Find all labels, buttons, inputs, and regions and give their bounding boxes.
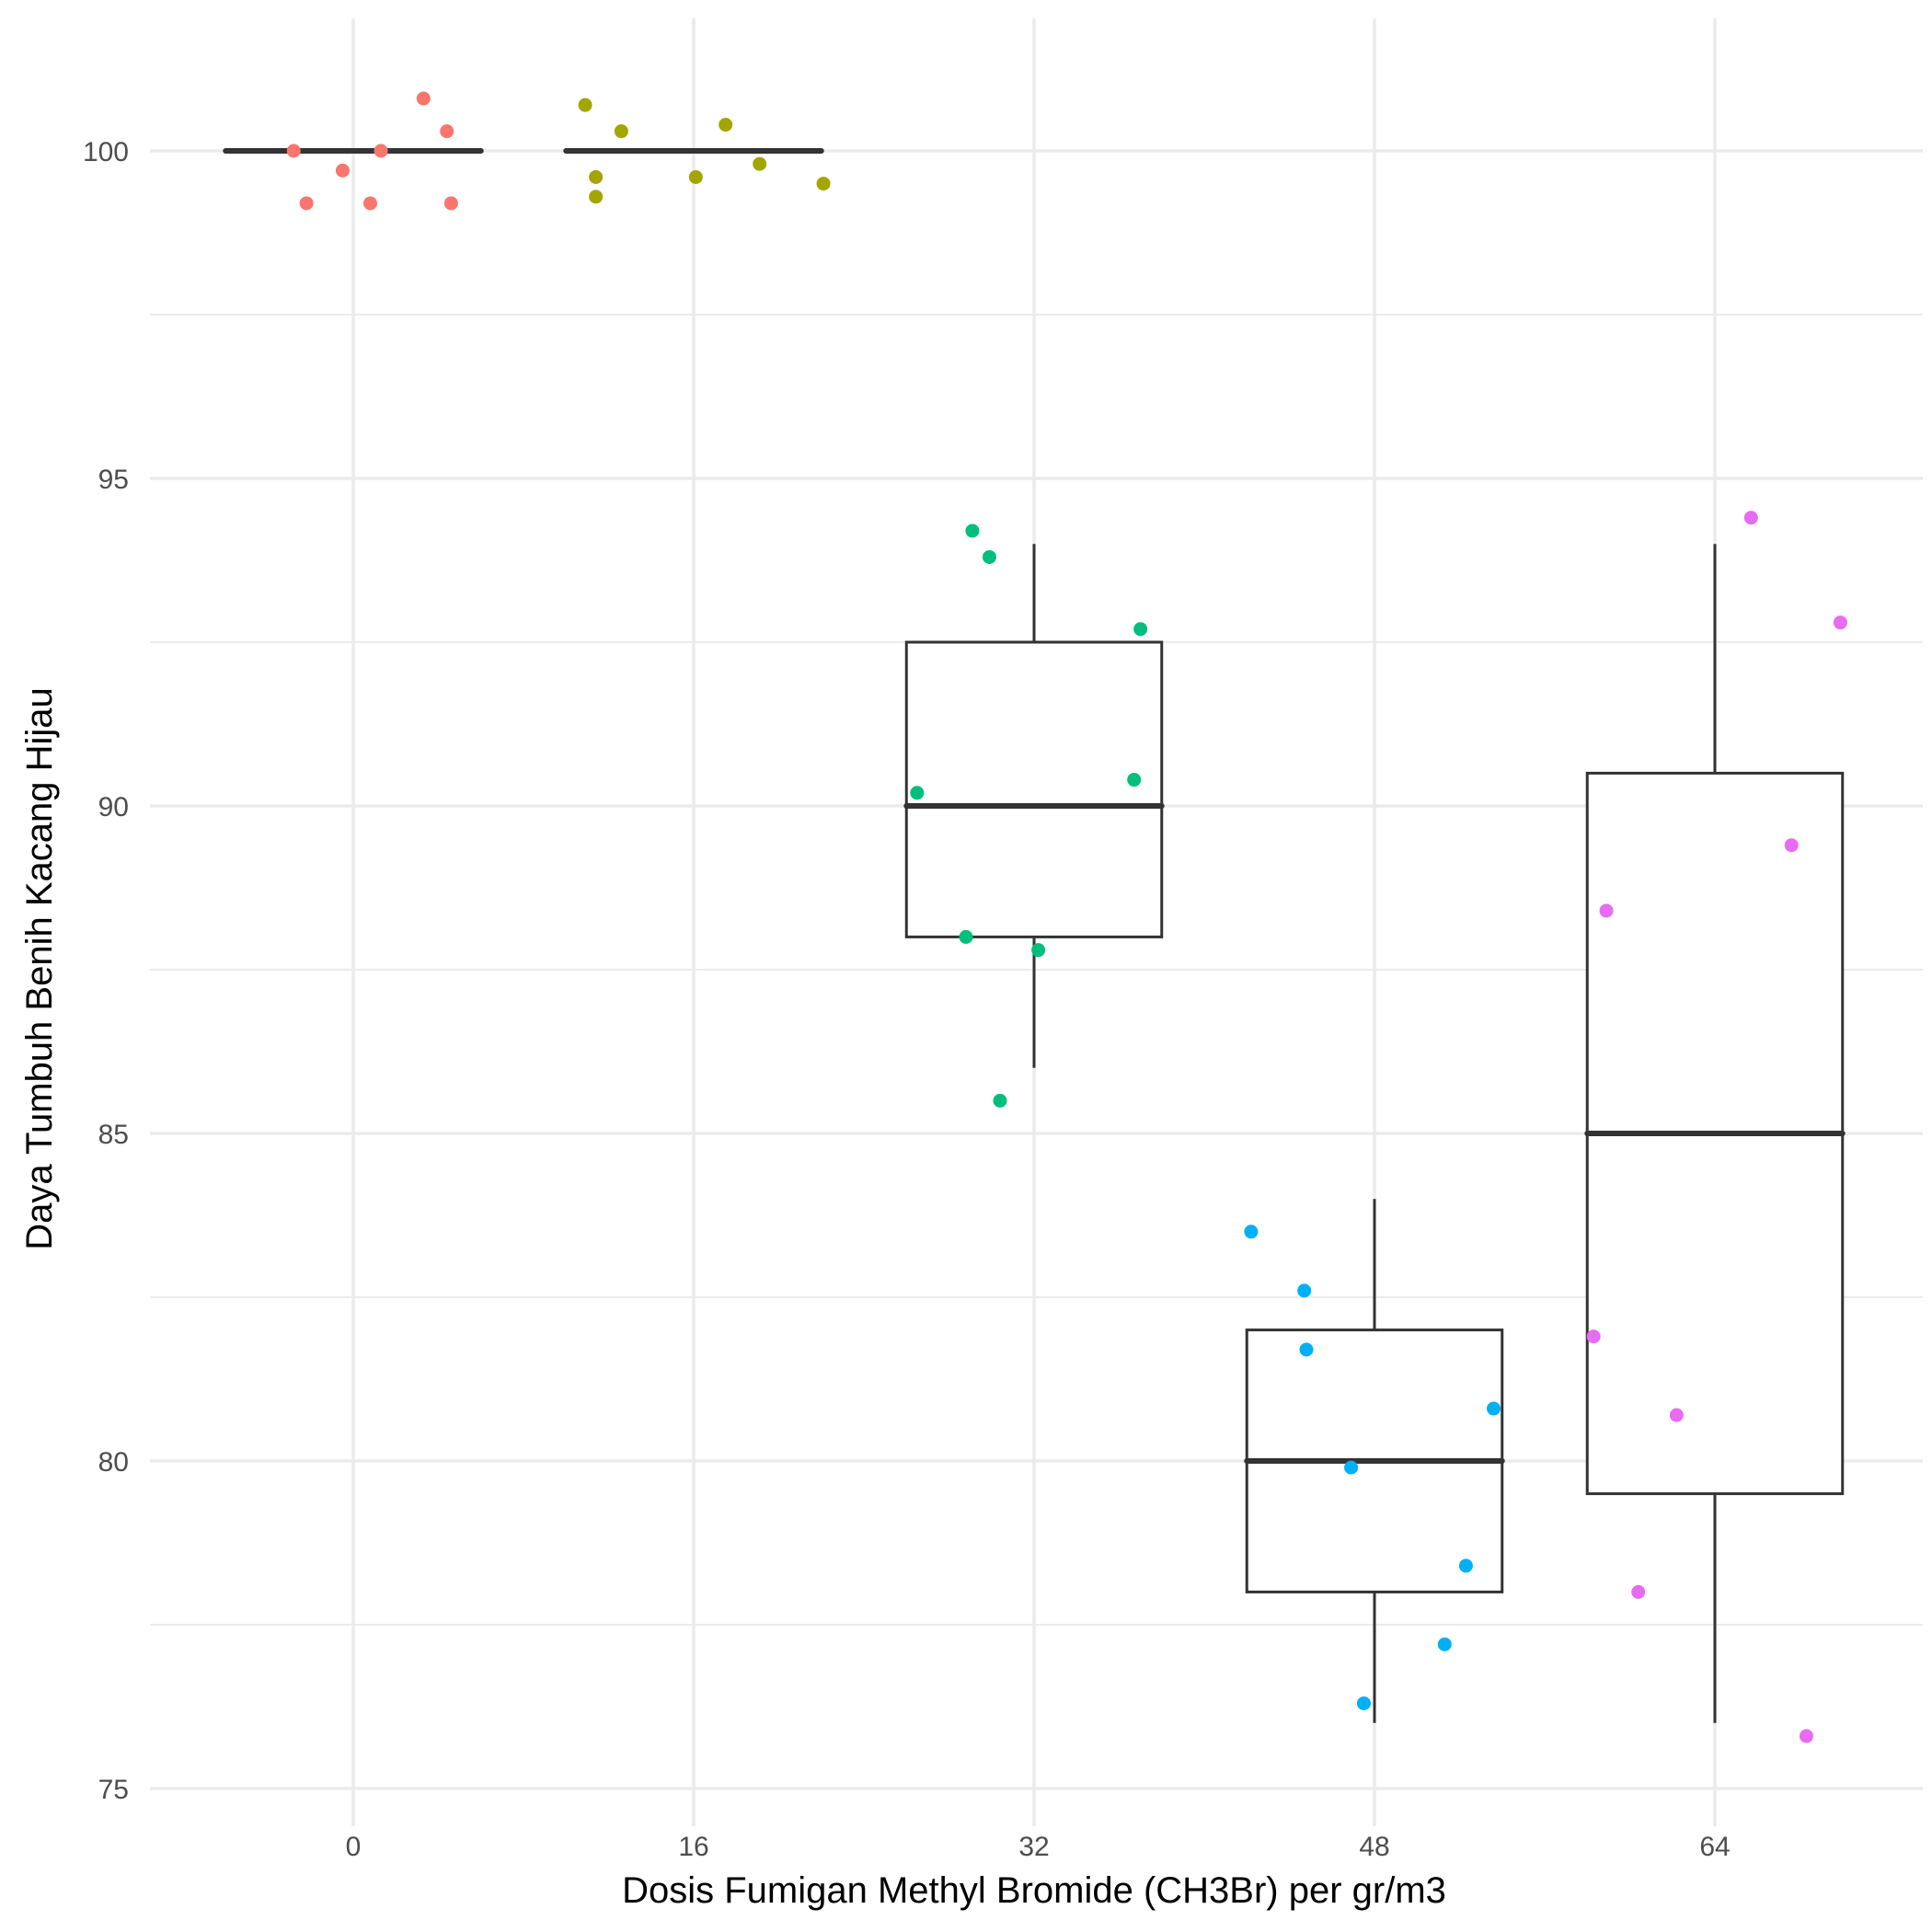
data-point — [719, 118, 733, 132]
y-tick-label: 95 — [98, 465, 129, 495]
data-point — [1833, 615, 1847, 630]
data-point — [335, 163, 350, 178]
data-point — [1299, 1342, 1314, 1357]
data-point — [1458, 1558, 1473, 1573]
data-point — [1344, 1460, 1359, 1475]
data-points — [286, 91, 1847, 1743]
x-axis-ticks: 0 16 32 48 64 — [346, 1832, 1731, 1862]
y-tick-label: 90 — [98, 792, 129, 822]
data-point — [1631, 1584, 1646, 1599]
data-point — [1244, 1225, 1259, 1239]
data-point — [993, 1093, 1007, 1108]
x-tick-label: 32 — [1018, 1832, 1049, 1862]
data-point — [1586, 1329, 1601, 1344]
data-point — [363, 196, 377, 211]
data-point — [1784, 838, 1799, 853]
data-point — [688, 169, 703, 184]
data-point — [1599, 903, 1614, 918]
data-point — [982, 549, 996, 564]
data-point — [416, 91, 431, 106]
data-point — [1031, 943, 1046, 958]
series-16 — [578, 98, 831, 204]
series-32 — [910, 523, 1148, 1108]
box-64 — [1584, 544, 1846, 1723]
data-point — [1356, 1696, 1371, 1710]
data-point — [1669, 1408, 1684, 1422]
y-tick-label: 100 — [83, 137, 129, 167]
series-0 — [286, 91, 458, 211]
data-point — [816, 177, 831, 191]
data-point — [1487, 1401, 1501, 1416]
boxes — [223, 148, 1846, 1723]
data-point — [299, 196, 314, 211]
data-point — [589, 169, 604, 184]
data-point — [1743, 511, 1758, 525]
data-point — [1297, 1283, 1312, 1298]
y-tick-label: 80 — [98, 1447, 129, 1478]
y-axis-ticks: 75 80 85 90 95 100 — [83, 137, 129, 1805]
series-48 — [1244, 1225, 1501, 1710]
data-point — [1437, 1637, 1452, 1651]
data-point — [286, 144, 301, 158]
data-point — [578, 98, 592, 112]
y-tick-label: 85 — [98, 1120, 129, 1150]
x-tick-label: 48 — [1359, 1832, 1389, 1862]
x-tick-label: 64 — [1699, 1832, 1730, 1862]
data-point — [1133, 622, 1148, 637]
data-point — [443, 196, 458, 211]
data-point — [589, 190, 604, 204]
series-64 — [1586, 511, 1847, 1743]
data-point — [753, 156, 767, 171]
x-tick-label: 0 — [346, 1832, 362, 1862]
box-iqr — [904, 640, 1164, 938]
x-axis-title: Dosis Fumigan Methyl Bromide (CH3Br) per… — [622, 1870, 1446, 1911]
data-point — [440, 124, 454, 139]
data-point — [910, 786, 925, 800]
data-point — [374, 144, 388, 158]
data-point — [1127, 773, 1142, 788]
data-point — [965, 523, 980, 538]
y-axis-title: Daya Tumbuh Benih Kacang Hijau — [19, 687, 60, 1249]
x-tick-label: 16 — [678, 1832, 708, 1862]
data-point — [1799, 1729, 1813, 1743]
y-tick-label: 75 — [98, 1775, 129, 1805]
data-point — [959, 929, 973, 944]
data-point — [614, 124, 628, 139]
box-48 — [1244, 1199, 1505, 1723]
box-32 — [903, 544, 1165, 1068]
